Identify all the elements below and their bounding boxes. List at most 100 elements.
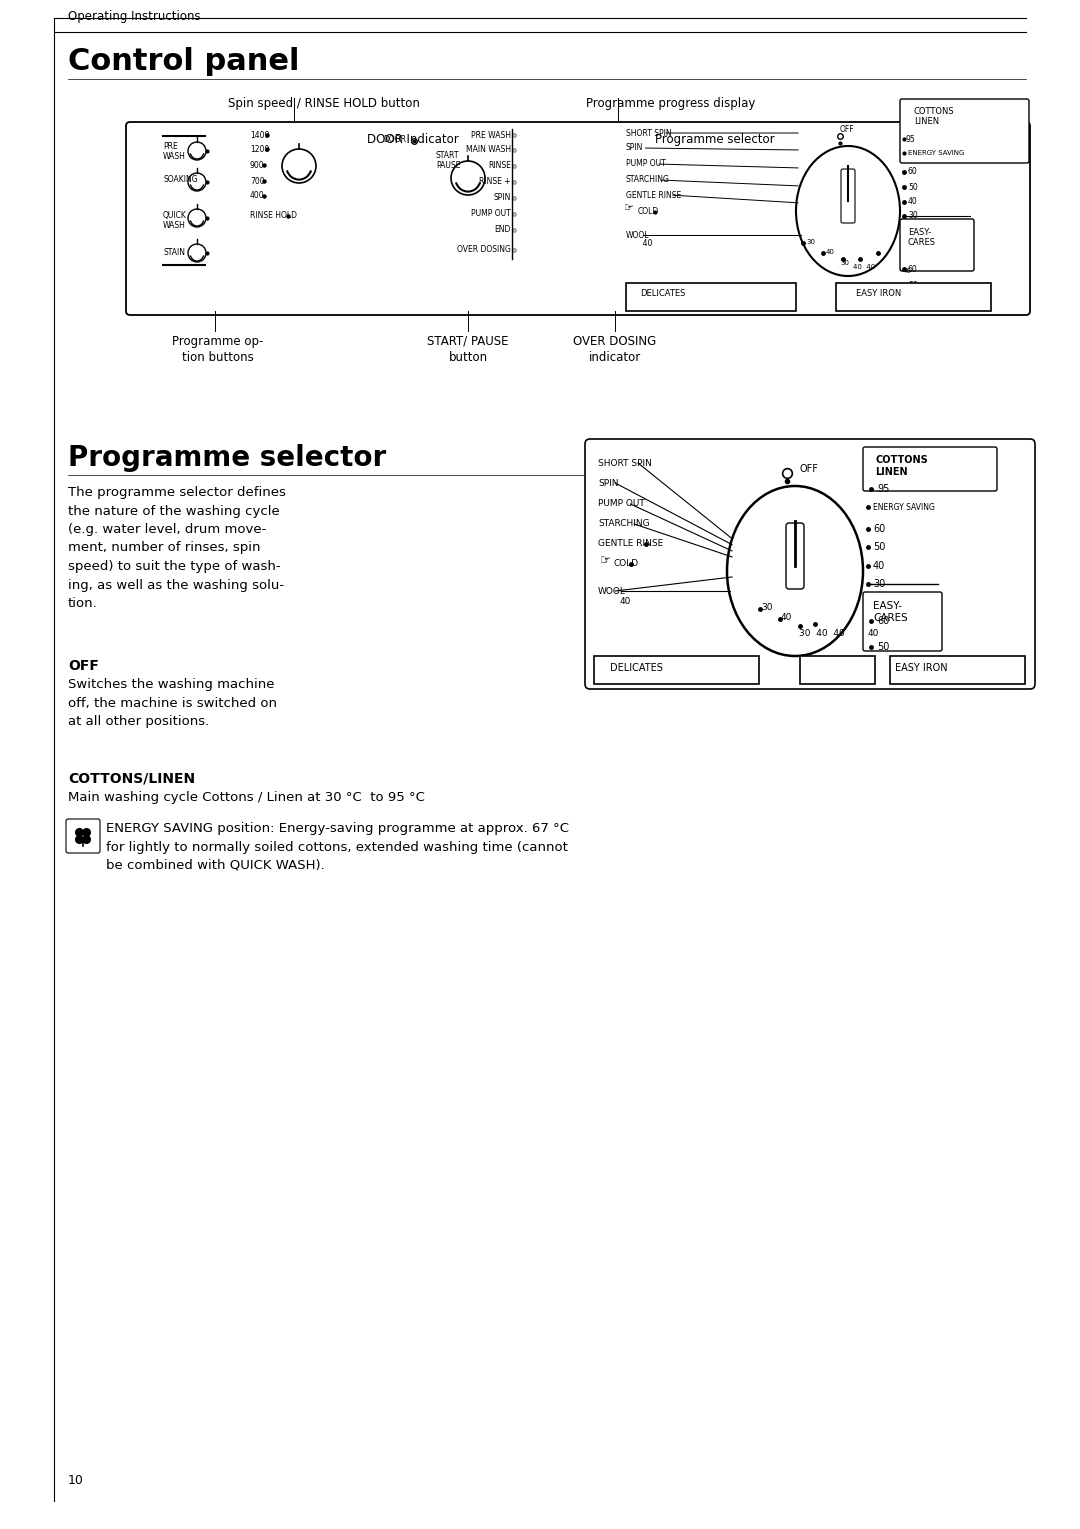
Text: RINSE: RINSE <box>488 162 511 171</box>
Text: 30: 30 <box>908 211 918 220</box>
Text: 50: 50 <box>908 182 918 191</box>
Text: SOAKING: SOAKING <box>163 174 198 183</box>
Text: EASY IRON: EASY IRON <box>856 289 901 298</box>
Text: PUMP OUT: PUMP OUT <box>471 209 511 219</box>
Text: COTTONS
LINEN: COTTONS LINEN <box>875 456 928 477</box>
FancyBboxPatch shape <box>585 439 1035 690</box>
Text: 30: 30 <box>840 260 849 266</box>
Text: PUMP OUT: PUMP OUT <box>598 500 645 509</box>
Text: ENERGY SAVING: ENERGY SAVING <box>873 503 935 512</box>
Text: 40: 40 <box>873 561 886 570</box>
Text: START/ PAUSE
button: START/ PAUSE button <box>428 335 509 364</box>
Text: 60: 60 <box>873 524 886 534</box>
Bar <box>626 283 796 310</box>
Text: PRE
WASH: PRE WASH <box>163 142 186 161</box>
Text: DOOR: DOOR <box>383 135 406 144</box>
FancyBboxPatch shape <box>126 122 1030 315</box>
Text: The programme selector defines
the nature of the washing cycle
(e.g. water level: The programme selector defines the natur… <box>68 486 286 610</box>
Text: 60: 60 <box>877 616 889 625</box>
Text: 50: 50 <box>908 281 918 291</box>
Text: STAIN: STAIN <box>163 248 185 257</box>
Text: 1400: 1400 <box>249 130 269 139</box>
Text: EASY-
CARES: EASY- CARES <box>873 601 908 622</box>
Text: DELICATES: DELICATES <box>610 664 663 673</box>
Text: PUMP OUT: PUMP OUT <box>626 159 665 168</box>
FancyBboxPatch shape <box>66 820 100 853</box>
Text: EASY IRON: EASY IRON <box>895 664 947 673</box>
Text: 30: 30 <box>873 579 886 589</box>
Text: 40: 40 <box>903 268 912 274</box>
Text: Programme op-
tion buttons: Programme op- tion buttons <box>173 335 264 364</box>
Text: COLD: COLD <box>638 208 659 217</box>
Text: COLD: COLD <box>615 560 639 569</box>
Text: 50: 50 <box>873 541 886 552</box>
Text: 30  40  40: 30 40 40 <box>799 628 845 638</box>
Text: WOOL: WOOL <box>598 587 626 595</box>
Text: GENTLE RINSE: GENTLE RINSE <box>598 540 663 549</box>
Text: 60: 60 <box>908 265 918 274</box>
Text: ☞: ☞ <box>600 555 611 567</box>
Text: Programme selector: Programme selector <box>654 133 774 145</box>
Text: SPIN: SPIN <box>494 194 511 202</box>
Text: STARCHING: STARCHING <box>598 520 650 529</box>
Text: 30: 30 <box>806 239 815 245</box>
Text: COTTONS/LINEN: COTTONS/LINEN <box>68 771 195 784</box>
Text: RINSE +: RINSE + <box>480 177 511 187</box>
Bar <box>890 656 1025 683</box>
Text: ☞: ☞ <box>624 203 634 213</box>
Text: 40: 40 <box>826 249 835 255</box>
Text: OFF: OFF <box>840 124 854 133</box>
Text: Operating Instructions: Operating Instructions <box>68 11 201 23</box>
FancyBboxPatch shape <box>863 446 997 491</box>
Text: EASY-
CARES: EASY- CARES <box>908 228 936 248</box>
Text: OVER DOSING: OVER DOSING <box>457 246 511 254</box>
Text: 40: 40 <box>626 239 652 248</box>
Text: OVER DOSING
indicator: OVER DOSING indicator <box>573 335 657 364</box>
FancyBboxPatch shape <box>900 99 1029 164</box>
Text: PRE WASH: PRE WASH <box>471 130 511 139</box>
FancyBboxPatch shape <box>841 170 855 223</box>
Text: ENERGY SAVING: ENERGY SAVING <box>908 150 964 156</box>
Circle shape <box>82 829 91 836</box>
Text: SHORT SPIN: SHORT SPIN <box>598 459 652 468</box>
Text: GENTLE RINSE: GENTLE RINSE <box>626 191 681 199</box>
Circle shape <box>75 829 84 836</box>
Text: DOOR Indicator: DOOR Indicator <box>367 133 459 145</box>
Text: 40: 40 <box>908 197 918 206</box>
Text: STARCHING: STARCHING <box>626 176 670 185</box>
Text: Switches the washing machine
off, the machine is switched on
at all other positi: Switches the washing machine off, the ma… <box>68 677 276 728</box>
Text: 40: 40 <box>868 630 879 639</box>
Text: 95: 95 <box>877 485 889 494</box>
Text: Main washing cycle Cottons / Linen at 30 °C  to 95 °C: Main washing cycle Cottons / Linen at 30… <box>68 790 424 804</box>
Text: 30: 30 <box>761 604 772 613</box>
Text: OFF: OFF <box>800 463 819 474</box>
Text: 10: 10 <box>68 1474 84 1488</box>
Text: 900: 900 <box>249 161 265 170</box>
Bar <box>800 656 875 683</box>
Bar <box>836 283 991 310</box>
Text: 700: 700 <box>249 176 265 185</box>
Text: RINSE HOLD: RINSE HOLD <box>249 211 297 220</box>
Text: Programme selector: Programme selector <box>68 443 387 472</box>
Text: SPIN: SPIN <box>598 479 619 488</box>
Text: Control panel: Control panel <box>68 47 299 76</box>
Text: QUICK
WASH: QUICK WASH <box>163 211 187 229</box>
Text: Programme progress display: Programme progress display <box>586 96 755 110</box>
Text: WOOL: WOOL <box>626 231 649 240</box>
Bar <box>594 656 759 683</box>
Circle shape <box>75 835 84 844</box>
Text: 400: 400 <box>249 191 265 200</box>
Circle shape <box>82 835 91 844</box>
FancyBboxPatch shape <box>863 592 942 651</box>
Text: 40  40: 40 40 <box>853 265 875 271</box>
Text: 60: 60 <box>908 168 918 176</box>
Text: START
PAUSE: START PAUSE <box>436 151 460 170</box>
Text: ENERGY SAVING position: Energy-saving programme at approx. 67 °C
for lightly to : ENERGY SAVING position: Energy-saving pr… <box>106 823 569 872</box>
Text: 40: 40 <box>781 613 793 622</box>
FancyBboxPatch shape <box>786 523 804 589</box>
Text: DELICATES: DELICATES <box>640 289 686 298</box>
Text: COTTONS
LINEN: COTTONS LINEN <box>914 107 955 127</box>
Text: MAIN WASH: MAIN WASH <box>465 145 511 154</box>
Text: 40: 40 <box>620 598 632 607</box>
Text: END: END <box>495 225 511 234</box>
